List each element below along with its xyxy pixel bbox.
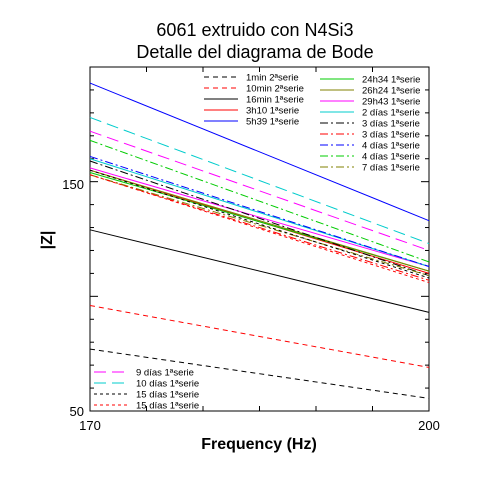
legend-item-17: 15 días 1ªserie <box>94 401 199 412</box>
series-line-10 <box>89 174 430 281</box>
series-line-16 <box>89 169 430 279</box>
series-line-13 <box>89 174 430 277</box>
legend-label: 3 días 1ªserie <box>362 119 420 130</box>
legend-label: 4 días 1ªserie <box>362 152 420 163</box>
y-tick-label-150: 150 <box>62 177 84 192</box>
legend-label: 26h24 1ªserie <box>362 86 420 97</box>
series-line-15 <box>89 116 430 245</box>
chart-title-line-2: Detalle del diagrama de Bode <box>136 42 373 62</box>
legend-item-10: 3 días 1ªserie <box>320 130 420 141</box>
legend-item-6: 26h24 1ªserie <box>320 86 420 97</box>
chart-title-line-1: 6061 extruido con N4Si3 <box>156 20 353 40</box>
series-line-1 <box>89 305 430 368</box>
legend-item-0: 1min 2ªserie <box>204 73 299 84</box>
legend-item-1: 10min 2ªserie <box>204 84 304 95</box>
series-line-2 <box>89 229 430 313</box>
series-line-14 <box>89 130 430 251</box>
legend-item-9: 3 días 1ªserie <box>320 119 420 130</box>
legend-label: 2 días 1ªserie <box>362 108 420 119</box>
legend-label: 4 días 1ªserie <box>362 141 420 152</box>
legend-item-3: 3h10 1ªserie <box>204 106 299 117</box>
legend-label: 15 días 1ªserie <box>136 390 199 401</box>
legend-label: 29h43 1ªserie <box>362 97 420 108</box>
legend-label: 16min 1ªserie <box>246 95 304 106</box>
x-tick-marks <box>146 67 373 411</box>
series-layer <box>89 82 430 399</box>
legend-item-7: 29h43 1ªserie <box>320 97 420 108</box>
legend-item-15: 10 días 1ªserie <box>94 379 199 390</box>
series-line-12 <box>89 139 430 263</box>
legend-item-11: 4 días 1ªserie <box>320 141 420 152</box>
legend-label: 3 días 1ªserie <box>362 130 420 141</box>
series-line-17 <box>89 174 430 284</box>
x-tick-label-200: 200 <box>418 418 440 433</box>
series-line-9 <box>89 160 430 277</box>
legend-item-12: 4 días 1ªserie <box>320 152 420 163</box>
series-line-7 <box>89 167 430 268</box>
legend-label: 15 días 1ªserie <box>136 401 199 412</box>
y-tick-label-50: 50 <box>70 404 84 419</box>
y-tick-marks <box>90 89 429 389</box>
legend-label: 24h34 1ªserie <box>362 75 420 86</box>
legend-label: 1min 2ªserie <box>246 73 299 84</box>
y-axis-label: |Z| <box>39 231 56 250</box>
legend-label: 10 días 1ªserie <box>136 379 199 390</box>
legend-item-5: 24h34 1ªserie <box>320 75 420 86</box>
series-line-4 <box>89 82 430 222</box>
legend-label: 7 días 1ªserie <box>362 163 420 174</box>
legend-label: 5h39 1ªserie <box>246 117 299 128</box>
legend-item-14: 9 días 1ªserie <box>94 368 194 379</box>
series-line-11 <box>89 155 430 267</box>
legend-label: 3h10 1ªserie <box>246 106 299 117</box>
legend-item-2: 16min 1ªserie <box>204 95 304 106</box>
legend-label: 9 días 1ªserie <box>136 368 194 379</box>
legend-item-8: 2 días 1ªserie <box>320 108 420 119</box>
legend-item-13: 7 días 1ªserie <box>320 163 420 174</box>
legend-item-4: 5h39 1ªserie <box>204 117 299 128</box>
series-line-0 <box>89 348 430 399</box>
x-axis-label: Frequency (Hz) <box>201 436 317 453</box>
series-line-6 <box>89 169 430 272</box>
x-tick-label-170: 170 <box>79 418 101 433</box>
legend-item-16: 15 días 1ªserie <box>94 390 199 401</box>
legend-label: 10min 2ªserie <box>246 84 304 95</box>
series-line-8 <box>89 158 430 267</box>
